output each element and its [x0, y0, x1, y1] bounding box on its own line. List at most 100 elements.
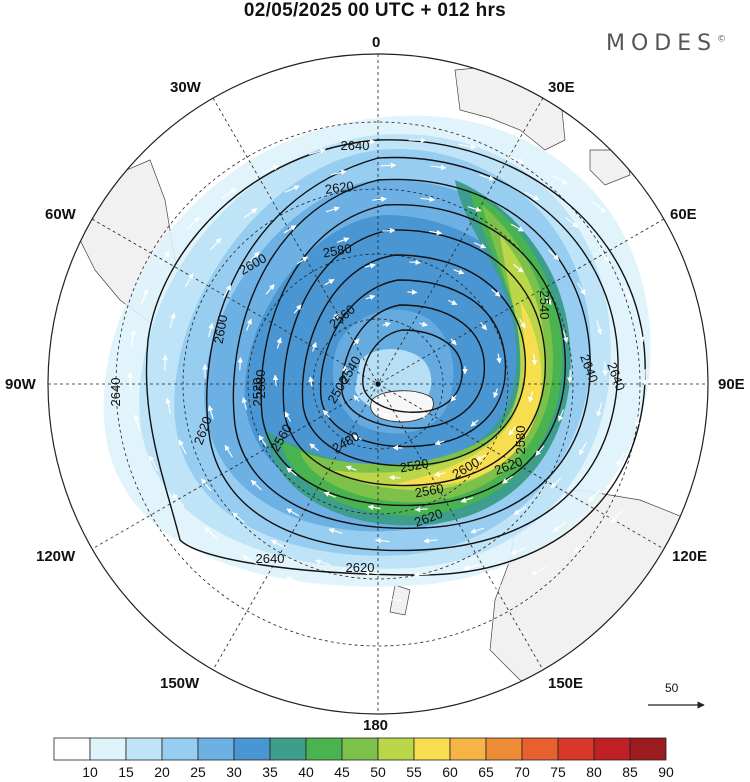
colorbar-tick-label: 90 — [658, 764, 674, 780]
colorbar-tick-label: 50 — [370, 764, 386, 780]
wind-vector — [208, 322, 214, 338]
wind-vector — [169, 312, 176, 329]
wind-vector — [642, 369, 648, 386]
wind-vector — [507, 155, 525, 164]
wind-vector — [651, 268, 661, 285]
colorbar-swatch — [53, 737, 91, 761]
contour-label: 2580 — [513, 426, 528, 455]
wind-vector — [493, 388, 499, 399]
wind-vector — [336, 237, 350, 243]
wind-vector — [674, 392, 680, 411]
wind-vector — [616, 452, 626, 467]
wind-vector — [596, 320, 603, 335]
wind-vector — [365, 294, 376, 301]
wind-vector — [562, 330, 569, 343]
wind-vector — [165, 397, 171, 414]
wind-vector — [232, 512, 245, 523]
wind-vector — [308, 148, 326, 155]
map-title: 02/05/2025 00 UTC + 012 hrs — [243, 0, 507, 21]
wind-vector — [610, 510, 624, 524]
wind-vector — [592, 201, 607, 213]
wind-vector — [513, 263, 524, 273]
colorbar-tick-label: 45 — [334, 764, 350, 780]
wind-vector — [409, 259, 421, 266]
colorbar-swatch — [161, 737, 199, 761]
wind-vector — [577, 282, 586, 296]
wind-vector — [565, 217, 578, 228]
wind-vector — [382, 227, 396, 234]
wind-vector — [272, 374, 279, 387]
lon-label-150w: 150W — [160, 675, 200, 692]
wind-vector — [552, 175, 568, 185]
wind-vector — [491, 288, 501, 297]
colorbar-tick-label: 70 — [514, 764, 530, 780]
wind-vector — [245, 318, 252, 331]
wind-vector — [479, 174, 495, 181]
colorbar-swatch — [557, 737, 595, 761]
wind-vector — [358, 139, 376, 145]
wind-vector — [221, 188, 237, 199]
wind-vector — [241, 397, 248, 410]
wind-vector — [588, 489, 600, 503]
contour-label: 2580 — [253, 370, 268, 399]
colorbar-tick-label: 40 — [298, 764, 314, 780]
wind-vector — [434, 439, 445, 446]
wind-vector — [669, 308, 677, 326]
lon-label-0: 0 — [372, 34, 381, 51]
wind-vector — [524, 191, 540, 201]
wind-vector — [510, 547, 526, 555]
wind-vector — [453, 269, 465, 275]
wind-vector — [450, 394, 457, 402]
wind-vector — [458, 143, 477, 150]
wind-vector — [531, 566, 548, 575]
wind-speed-shading — [103, 115, 651, 587]
colorbar-tick-label: 30 — [226, 764, 242, 780]
contour-label: 2580 — [322, 241, 353, 261]
wind-vector — [186, 216, 200, 230]
wind-vector — [311, 341, 317, 352]
lon-label-60w: 60W — [45, 206, 76, 223]
wind-vector — [127, 371, 133, 390]
wind-vector — [178, 439, 187, 455]
wind-vector — [382, 321, 391, 328]
contour-label: 2640 — [341, 138, 370, 153]
colorbar-swatch — [629, 737, 667, 761]
colorbar — [53, 737, 667, 761]
lon-label-90w: 90W — [5, 376, 36, 393]
wind-vector — [662, 434, 670, 452]
colorbar-tick-label: 15 — [118, 764, 134, 780]
wind-vector — [550, 477, 562, 489]
wind-vector — [535, 445, 545, 456]
wind-vector — [367, 504, 381, 511]
colorbar-swatch — [341, 737, 379, 761]
height-contours — [145, 139, 646, 576]
colorbar-tick-label: 65 — [478, 764, 494, 780]
wind-vector — [352, 435, 362, 441]
map-border — [47, 53, 709, 715]
wind-vector — [363, 569, 380, 576]
wind-vector — [548, 249, 560, 261]
wind-vector — [248, 251, 260, 263]
wind-vector — [531, 353, 538, 366]
reference-vector-label: 50 — [665, 681, 679, 695]
wind-vector — [140, 288, 148, 306]
wind-vector — [258, 434, 267, 447]
wind-vector — [419, 321, 428, 327]
wind-vector — [480, 322, 488, 331]
wind-vector — [382, 413, 391, 419]
modes-logo: MODES© — [606, 31, 727, 56]
colorbar-tick-label: 35 — [262, 764, 278, 780]
wind-vector — [250, 479, 262, 491]
wind-vector — [353, 394, 360, 402]
wind-vector — [429, 229, 443, 236]
wind-vector — [413, 571, 430, 578]
colorbar-tick-label: 20 — [154, 764, 170, 780]
wind-vector — [296, 256, 309, 265]
lon-label-120e: 120E — [672, 548, 708, 565]
colorbar-tick-label: 85 — [622, 764, 638, 780]
wind-vector — [640, 474, 651, 490]
wind-vector — [286, 467, 297, 477]
wind-vector — [383, 596, 402, 603]
wind-vector — [467, 206, 482, 212]
